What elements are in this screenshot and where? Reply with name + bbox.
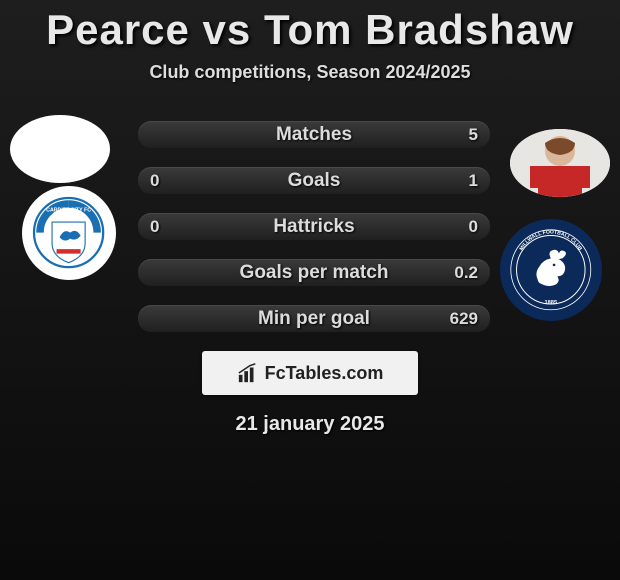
stat-right-value: 0 bbox=[469, 217, 478, 237]
stat-row-mpg: Min per goal 629 bbox=[138, 305, 490, 332]
stat-row-hattricks: 0 Hattricks 0 bbox=[138, 213, 490, 240]
stat-right-value: 629 bbox=[450, 309, 478, 329]
stat-left-value: 0 bbox=[150, 217, 159, 237]
comparison-card: Pearce vs Tom Bradshaw Club competitions… bbox=[0, 0, 620, 580]
content-area: CARDIFF CITY FC MILLWALL FOOTBALL CLUB 1… bbox=[0, 121, 620, 436]
stat-rows: Matches 5 0 Goals 1 0 Hattricks 0 Goals … bbox=[138, 121, 490, 332]
svg-text:CARDIFF CITY FC: CARDIFF CITY FC bbox=[47, 208, 92, 214]
stat-left-value: 0 bbox=[150, 171, 159, 191]
stat-right-value: 0.2 bbox=[454, 263, 478, 283]
date-text: 21 january 2025 bbox=[0, 413, 620, 436]
club-left-badge: CARDIFF CITY FC bbox=[22, 186, 116, 280]
watermark: FcTables.com bbox=[202, 351, 418, 395]
millwall-badge-icon: MILLWALL FOOTBALL CLUB 1885 bbox=[510, 229, 592, 311]
stat-right-value: 5 bbox=[469, 125, 478, 145]
stat-label: Goals per match bbox=[240, 262, 389, 284]
stat-row-matches: Matches 5 bbox=[138, 121, 490, 148]
stat-row-goals: 0 Goals 1 bbox=[138, 167, 490, 194]
svg-text:1885: 1885 bbox=[545, 300, 559, 306]
subtitle: Club competitions, Season 2024/2025 bbox=[0, 62, 620, 83]
watermark-text: FcTables.com bbox=[265, 363, 384, 384]
player-left-avatar bbox=[10, 115, 110, 183]
cardiff-badge-icon: CARDIFF CITY FC bbox=[31, 195, 106, 270]
avatar-placeholder-icon bbox=[510, 129, 610, 197]
player-right-avatar bbox=[510, 129, 610, 197]
stat-row-gpm: Goals per match 0.2 bbox=[138, 259, 490, 286]
page-title: Pearce vs Tom Bradshaw bbox=[0, 0, 620, 54]
stat-label: Min per goal bbox=[258, 308, 370, 330]
bars-icon bbox=[237, 362, 259, 384]
stat-label: Hattricks bbox=[273, 216, 354, 238]
stat-label: Goals bbox=[288, 170, 341, 192]
stat-label: Matches bbox=[276, 124, 352, 146]
stat-right-value: 1 bbox=[469, 171, 478, 191]
club-right-badge: MILLWALL FOOTBALL CLUB 1885 bbox=[500, 219, 602, 321]
